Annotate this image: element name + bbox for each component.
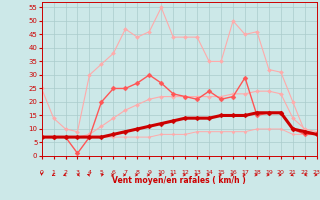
X-axis label: Vent moyen/en rafales ( km/h ): Vent moyen/en rafales ( km/h ) xyxy=(112,176,246,185)
